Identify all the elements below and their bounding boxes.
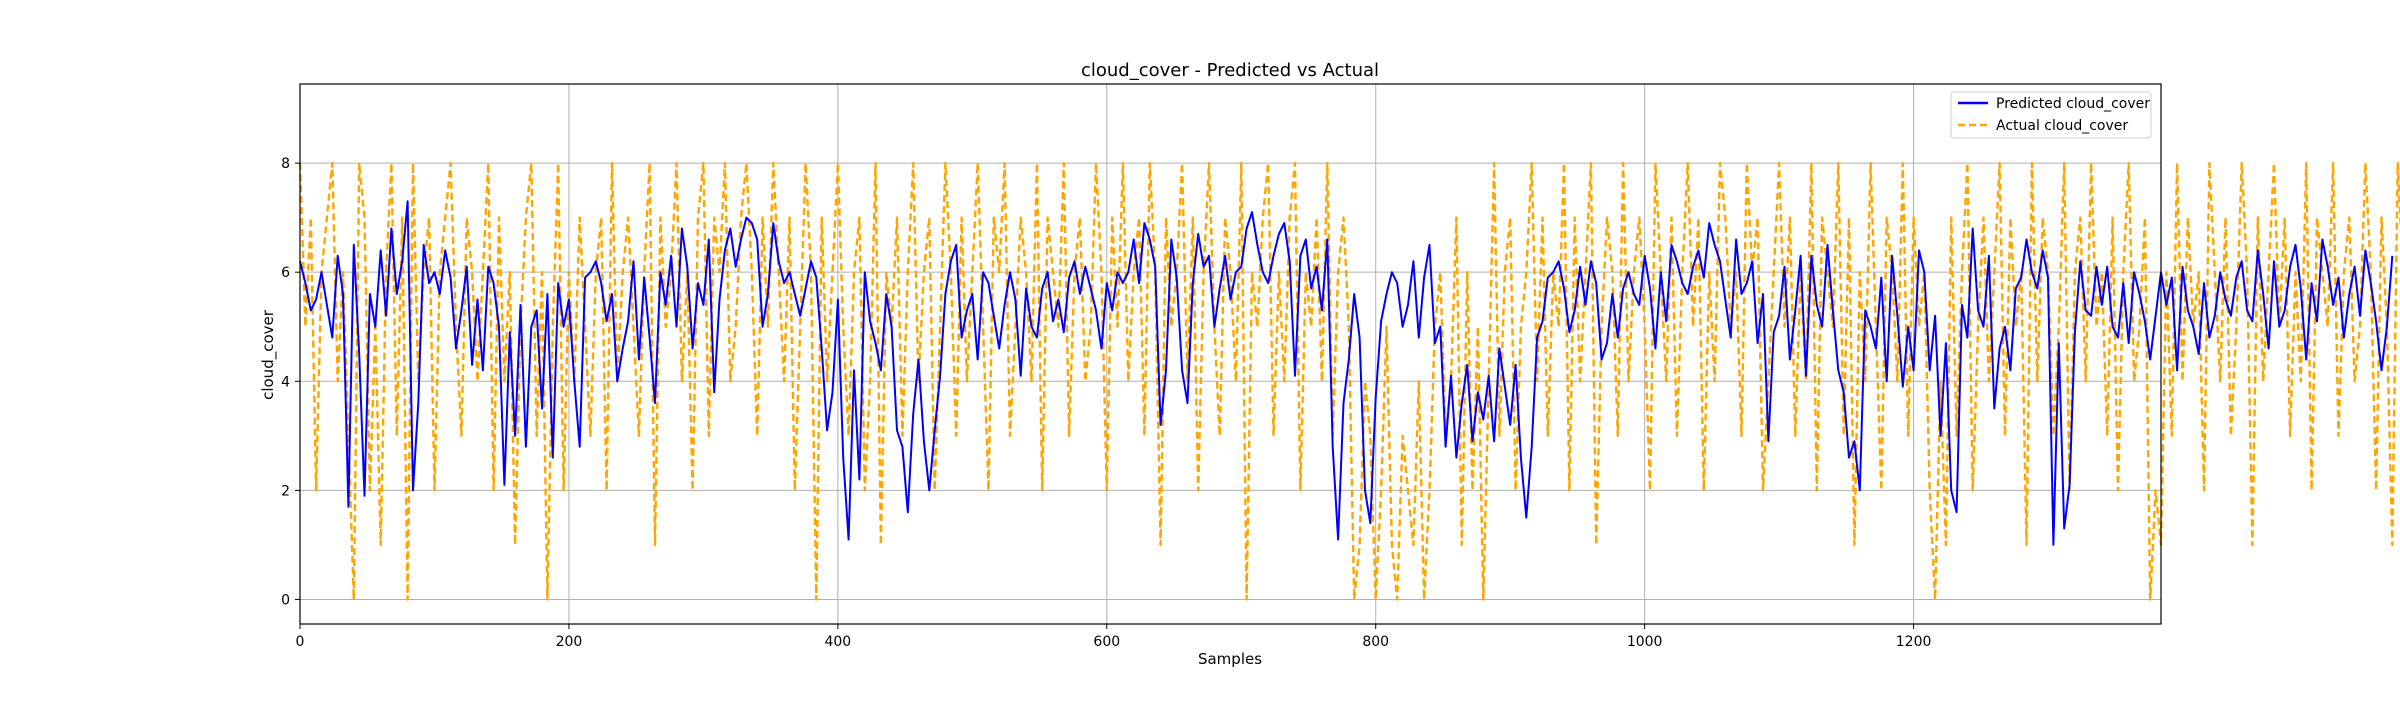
y-tick-label: 2: [281, 483, 290, 499]
y-tick-label: 0: [281, 592, 290, 608]
x-tick-label: 400: [824, 634, 851, 650]
chart-title: cloud_cover - Predicted vs Actual: [1081, 60, 1379, 81]
x-tick-label: 0: [296, 634, 305, 650]
legend-label-predicted: Predicted cloud_cover: [1996, 96, 2150, 112]
legend: Predicted cloud_cover Actual cloud_cover: [1950, 91, 2152, 139]
actual-series-line: [298, 161, 2400, 601]
y-tick-label: 6: [281, 265, 290, 281]
axis-ticks: 0 200 400 600 800 1000 1200 0 2 4 6 8: [281, 156, 1931, 650]
x-tick-label: 1200: [1896, 634, 1932, 650]
y-tick-label: 8: [281, 156, 290, 172]
legend-label-actual: Actual cloud_cover: [1996, 118, 2128, 134]
x-tick-label: 1000: [1627, 634, 1663, 650]
x-tick-label: 200: [556, 634, 583, 650]
plot-frame: [299, 83, 2162, 625]
y-tick-label: 4: [281, 374, 290, 390]
x-tick-label: 800: [1362, 634, 1389, 650]
plot-series: [298, 161, 2400, 601]
x-axis-label: Samples: [1198, 650, 1262, 668]
x-tick-label: 600: [1093, 634, 1120, 650]
y-axis-label: cloud_cover: [259, 309, 278, 400]
legend-box: [1950, 91, 2152, 139]
predicted-series-line: [299, 200, 2394, 546]
